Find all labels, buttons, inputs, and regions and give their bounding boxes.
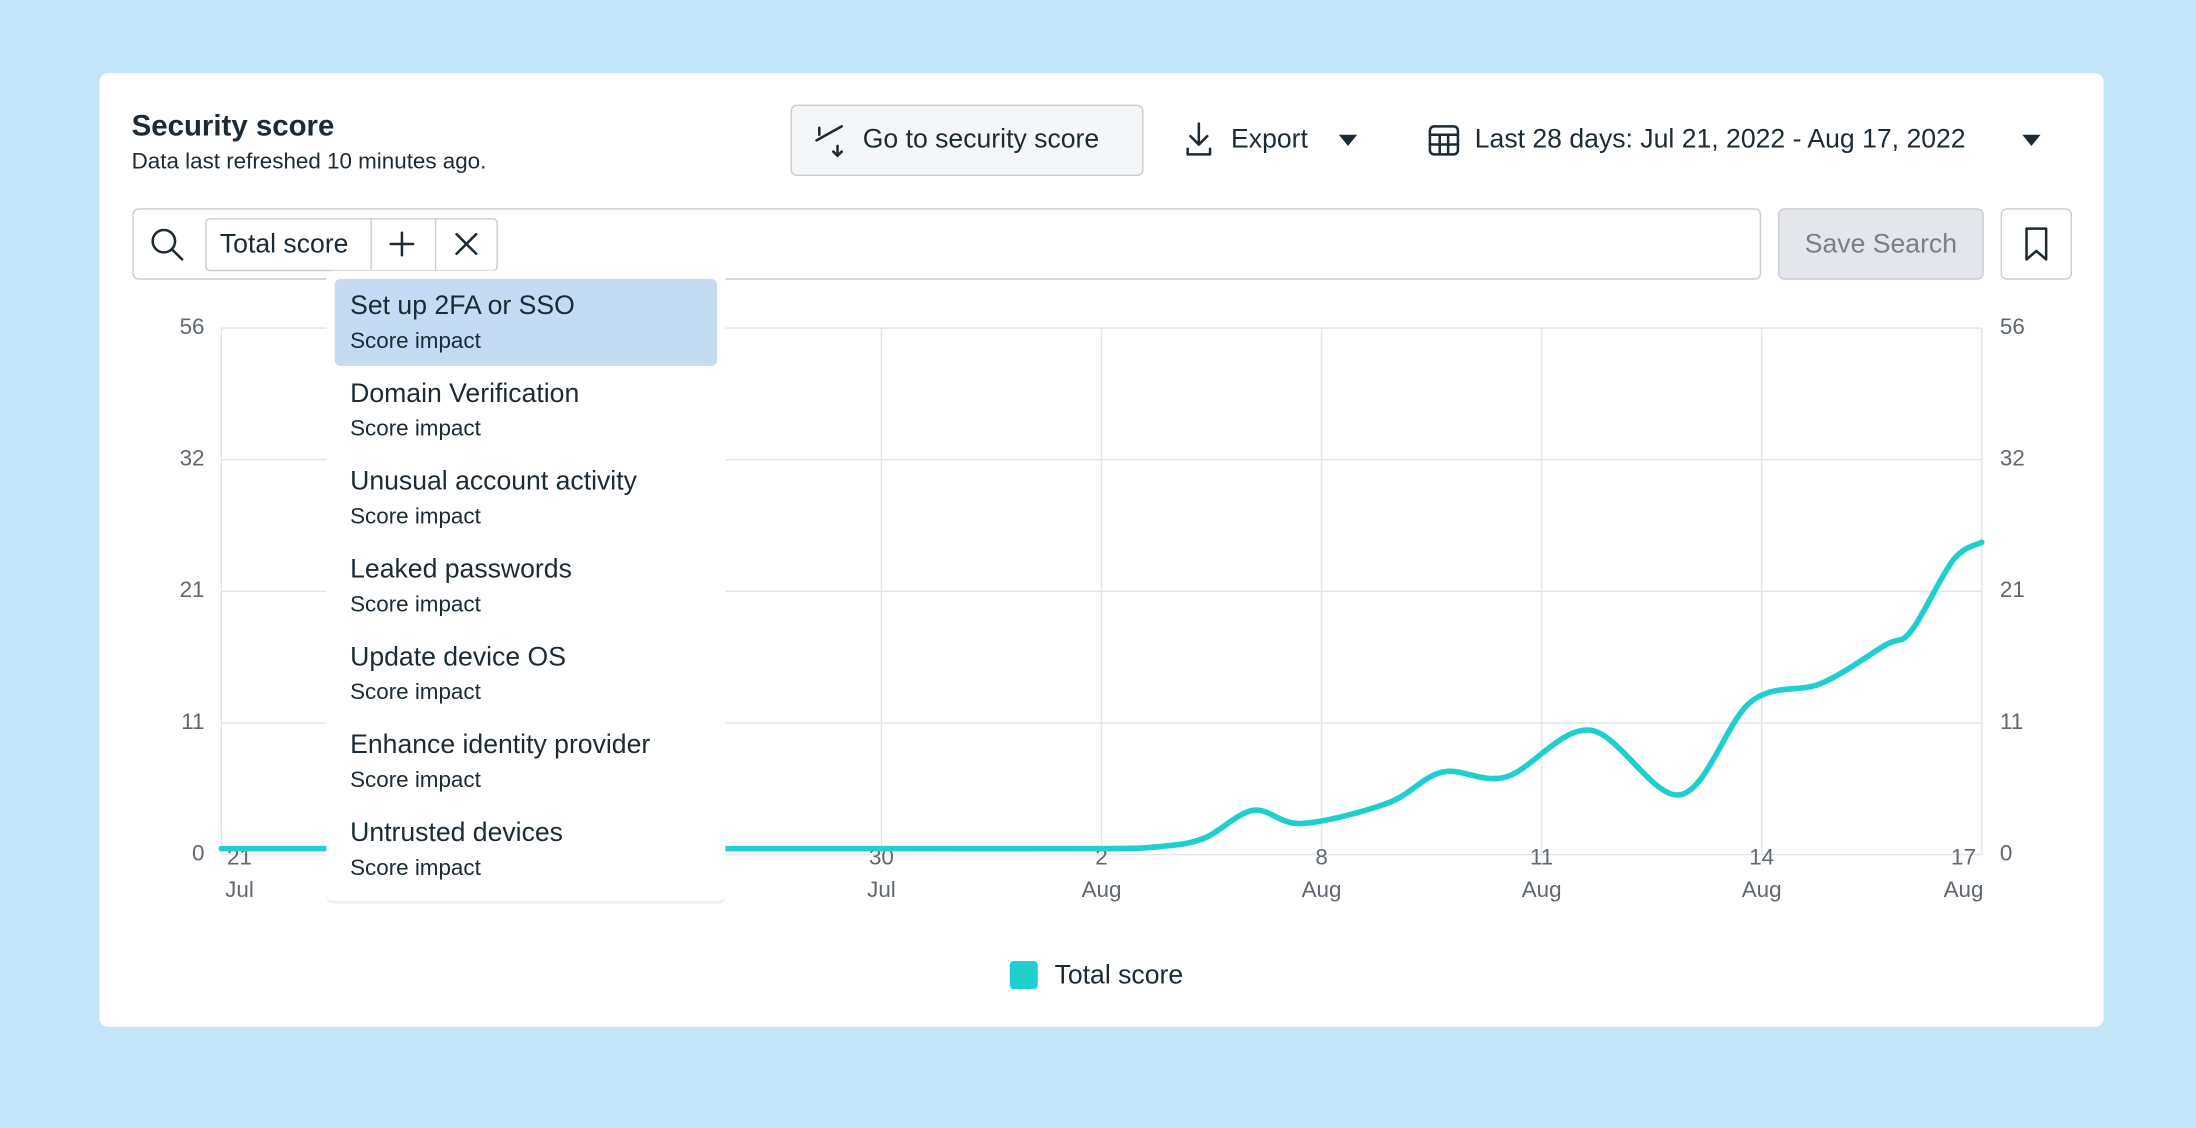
item-sublabel: Score impact [350, 504, 481, 529]
item-sublabel: Score impact [350, 855, 481, 880]
date-range-button[interactable]: Last 28 days: Jul 21, 2022 - Aug 17, 202… [1428, 123, 2041, 156]
item-sublabel: Score impact [350, 328, 481, 353]
item-label[interactable]: Untrusted devices [350, 817, 563, 847]
button-label: Export [1231, 123, 1308, 153]
y2-tick-label: 56 [2000, 314, 2025, 339]
bookmark-button[interactable] [2000, 208, 2073, 280]
button-label: Save Search [1805, 228, 1957, 258]
y-tick-label: 0 [192, 841, 204, 866]
x-tick-label: 17 [1951, 845, 1976, 870]
icon [1186, 122, 1212, 156]
remove-icon[interactable] [455, 232, 478, 256]
dropdown: Set up 2FA or SSO Score impact Domain Veri… [326, 270, 726, 904]
item-label[interactable]: Enhance identity provider [350, 729, 650, 759]
y2-tick-label: 21 [2000, 577, 2025, 602]
x-tick-month: Jul [867, 877, 896, 902]
search-icon [171, 248, 184, 261]
x-tick-label: 14 [1749, 845, 1774, 870]
legend-swatch[interactable] [1009, 961, 1038, 990]
button-bg [1777, 208, 1984, 280]
dropdown-panel [326, 270, 726, 901]
caret [2022, 134, 2041, 146]
x-tick-month: Aug [1302, 877, 1342, 902]
item-label[interactable]: Domain Verification [350, 378, 579, 408]
y2-tick-label: 11 [2000, 709, 2023, 734]
y2-tick-label: 0 [2000, 841, 2012, 866]
icon [1428, 133, 1460, 156]
item-label[interactable]: Update device OS [350, 641, 566, 671]
y-tick-label: 11 [181, 709, 204, 734]
button-bg [2000, 208, 2073, 280]
x-tick-month: Aug [1742, 877, 1782, 902]
item-sublabel: Score impact [350, 679, 481, 704]
series-line [218, 539, 1985, 852]
x-tick-month: Jul [225, 877, 254, 902]
x-tick-month: Aug [1082, 877, 1122, 902]
search-icon [151, 228, 177, 254]
title: Security score [132, 110, 335, 143]
y2-tick-label: 32 [2000, 446, 2025, 471]
button-label: Go to security score [863, 123, 1099, 153]
icon [815, 125, 843, 158]
chip-label[interactable]: Total score [220, 228, 349, 258]
y-tick-label: 21 [180, 577, 205, 602]
item-sublabel: Score impact [350, 767, 481, 792]
button-bg [790, 104, 1144, 177]
x-tick-label: 8 [1315, 845, 1327, 870]
subtitle: Data last refreshed 10 minutes ago. [132, 149, 487, 174]
legend-label[interactable]: Total score [1055, 959, 1184, 989]
go-button[interactable]: Go to security score [790, 104, 1144, 177]
x-tick-month: Aug [1522, 877, 1562, 902]
item-label[interactable]: Set up 2FA or SSO [350, 290, 575, 320]
item-sublabel: Score impact [350, 591, 481, 616]
icon [1428, 125, 1460, 156]
save-search-button[interactable]: Save Search [1777, 208, 1984, 280]
y-tick-label: 32 [180, 446, 205, 471]
item-label[interactable]: Leaked passwords [350, 553, 572, 583]
export-button[interactable]: Export [1186, 122, 1358, 156]
caret [1338, 134, 1358, 146]
x-tick-label: 11 [1530, 845, 1553, 870]
item-sublabel: Score impact [350, 416, 481, 441]
icon [2025, 227, 2048, 261]
item-label[interactable]: Unusual account activity [350, 466, 637, 496]
y-tick-label: 56 [180, 314, 205, 339]
x-tick-month: Aug [1944, 877, 1984, 902]
search-box[interactable] [132, 208, 1762, 280]
add-icon[interactable] [389, 231, 415, 257]
highlight [334, 278, 718, 366]
button-label: Last 28 days: Jul 21, 2022 - Aug 17, 202… [1475, 123, 1966, 153]
